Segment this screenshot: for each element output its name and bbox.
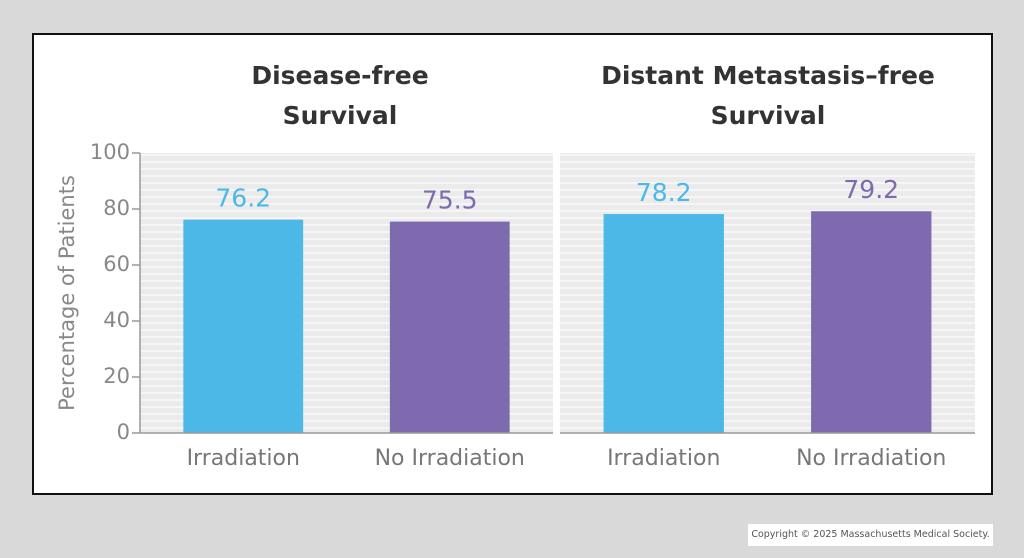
- value-label: 76.2: [215, 184, 271, 213]
- value-label: 79.2: [843, 175, 899, 204]
- panel-title: Disease-free Survival: [251, 61, 429, 130]
- y-tick-label: 0: [117, 420, 130, 444]
- copyright: Copyright © 2025 Massachusetts Medical S…: [748, 524, 993, 546]
- bar: [389, 221, 510, 433]
- y-tick-label: 40: [103, 308, 130, 332]
- value-label: 78.2: [636, 178, 692, 207]
- panel-title: Distant Metastasis–free Survival: [601, 61, 935, 130]
- x-tick-label: Irradiation: [607, 446, 720, 471]
- bar: [183, 219, 304, 433]
- y-tick-label: 60: [103, 252, 130, 276]
- y-tick-label: 20: [103, 364, 130, 388]
- x-tick-label: No Irradiation: [375, 446, 525, 471]
- y-tick-label: 100: [90, 140, 130, 164]
- bar: [603, 214, 724, 433]
- x-tick-label: No Irradiation: [796, 446, 946, 471]
- y-axis-label: Percentage of Patients: [55, 175, 79, 411]
- y-tick-label: 80: [103, 196, 130, 220]
- value-label: 75.5: [422, 186, 478, 215]
- x-tick-label: Irradiation: [187, 446, 300, 471]
- bar: [811, 211, 932, 433]
